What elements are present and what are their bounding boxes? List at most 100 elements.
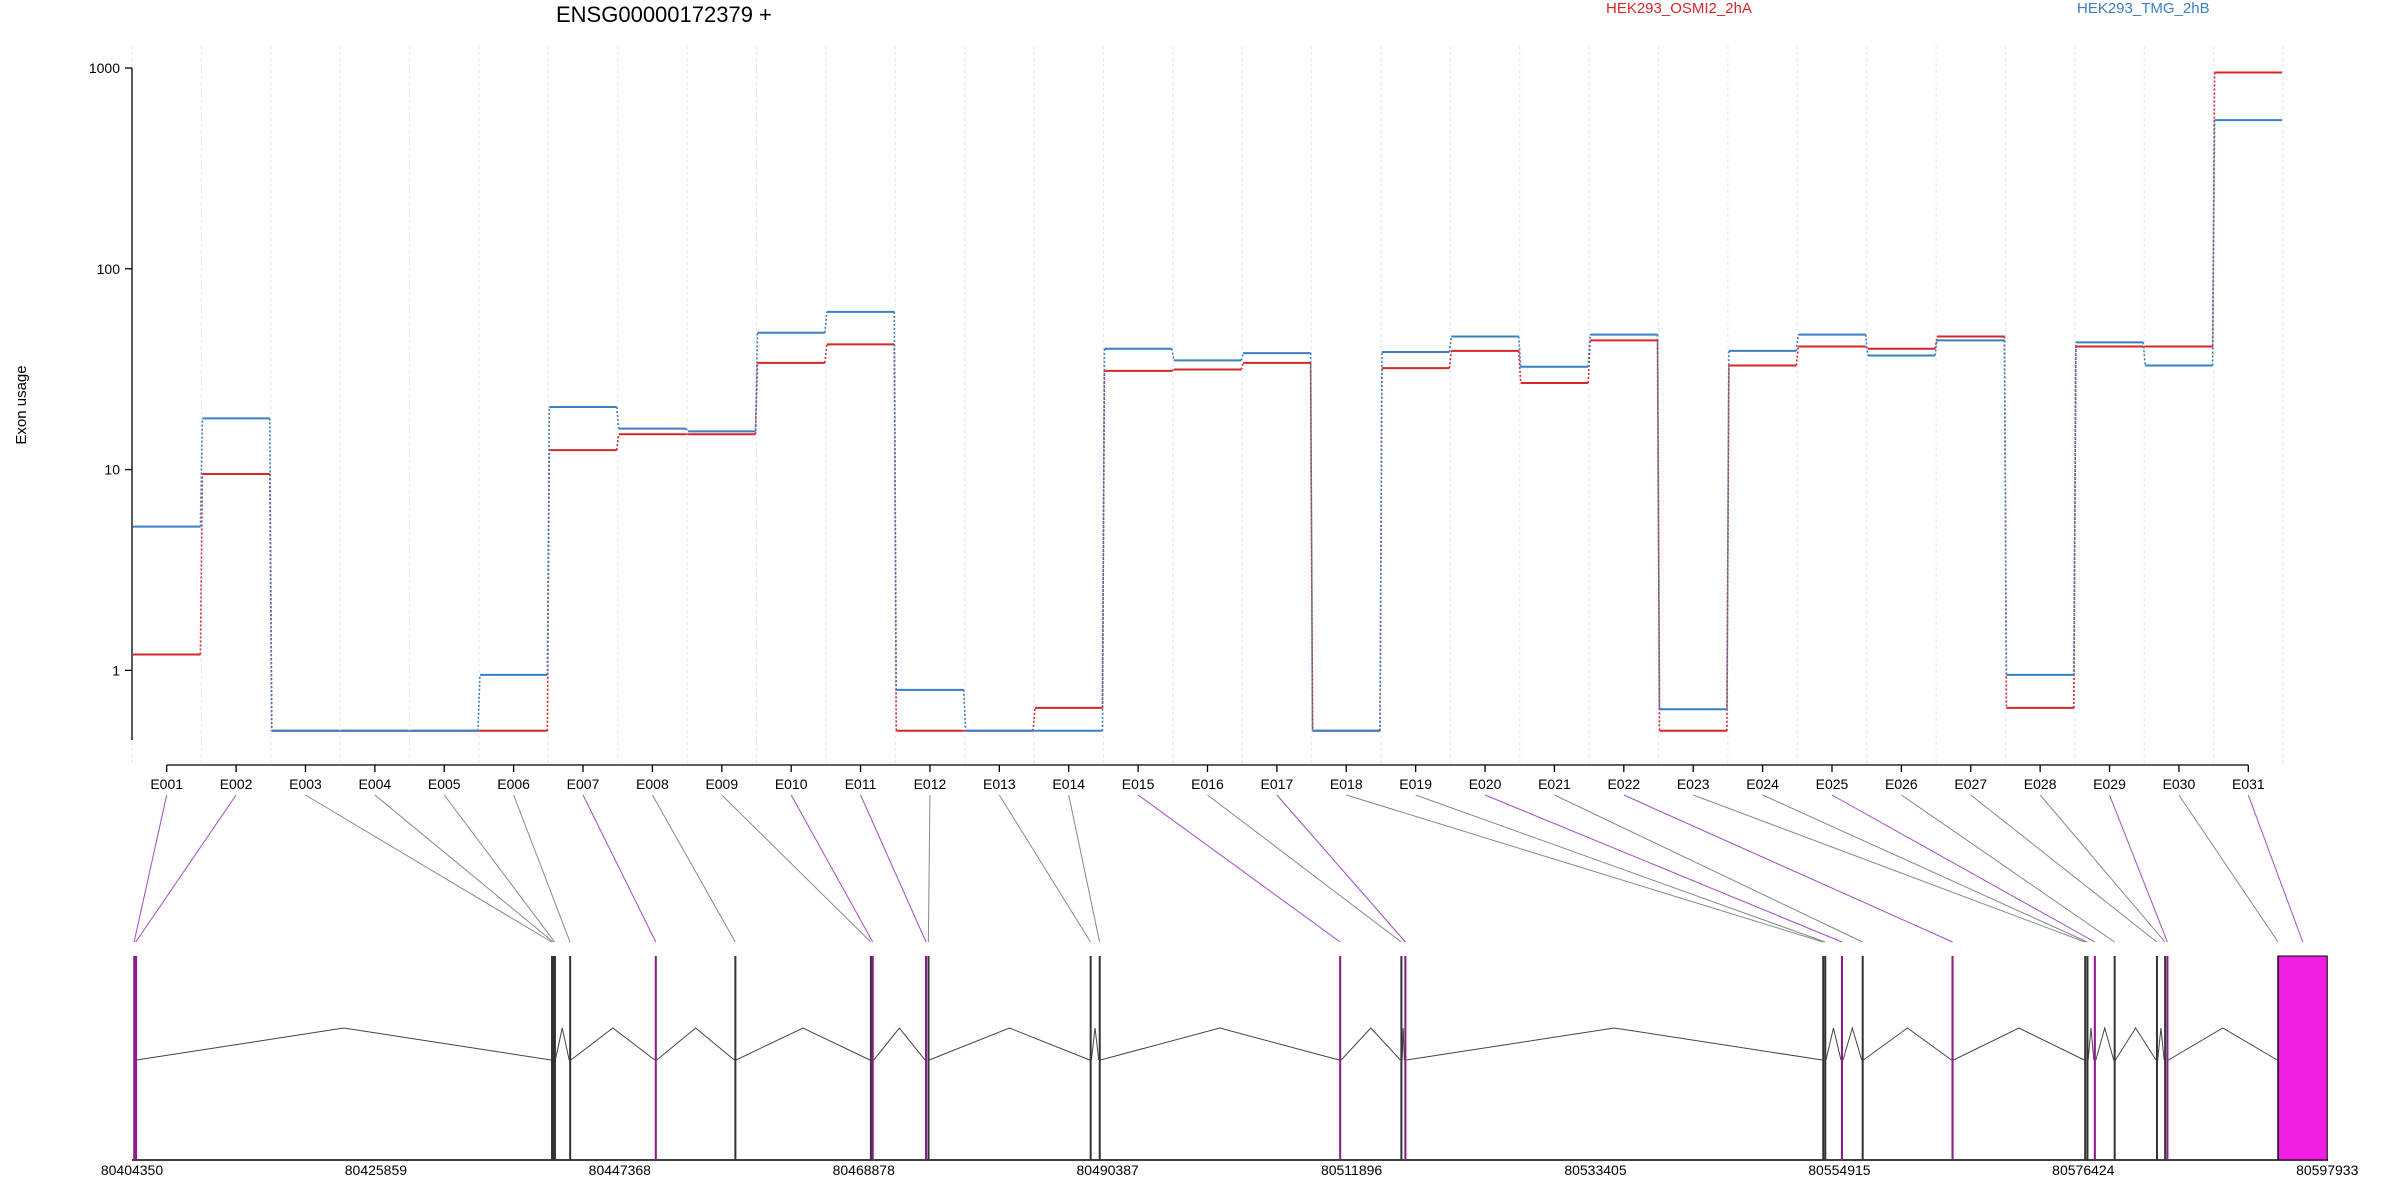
exon-block [1339,956,1342,1160]
x-tick-label: E027 [1954,776,1987,792]
series-connector [477,674,481,731]
series-connector [1379,352,1383,731]
exon-block [2277,955,2328,1161]
intron [2157,1027,2165,1061]
y-tick-label: 1 [112,662,120,678]
intron [2087,1027,2095,1061]
series-connector [1101,370,1106,708]
exon-connector [1762,794,2088,943]
series-connector [1517,350,1522,384]
exon-connector [513,794,571,943]
genome-tick-label: 80533405 [1564,1162,1627,1178]
intron [656,1027,735,1061]
exon-connector [998,794,1091,943]
genome-tick-label: 80511896 [1321,1162,1382,1178]
y-tick-label: 100 [97,261,121,277]
series-connector [754,332,759,432]
exon-connector [790,794,874,943]
x-tick-label: E025 [1816,776,1849,792]
intron [1401,1027,1405,1061]
y-tick-label: 1000 [89,60,120,76]
exon-connector [1137,794,1341,943]
genome-tick-label: 80425859 [345,1162,408,1178]
x-tick-label: E018 [1330,776,1363,792]
series-connector [1864,334,1869,356]
exon-block [2093,956,2096,1160]
series-connector [1726,365,1730,731]
series-connector [2073,342,2077,675]
exon-block [734,956,737,1160]
exon-connector [1276,794,1406,943]
intron [2095,1026,2115,1061]
exon-block [1089,956,1092,1160]
x-tick-label: E026 [1885,776,1918,792]
series-lines [133,71,2282,732]
x-tick-label: E023 [1677,776,1710,792]
exon-block [2113,956,2116,1160]
exon-block [2164,956,2167,1160]
x-tick-label: E020 [1469,776,1502,792]
exon-connector [1415,794,1826,943]
exon-connector [2109,794,2168,943]
x-tick-label: E007 [567,776,600,792]
series-connector [1934,340,1938,356]
x-tick-label: E029 [2093,776,2126,792]
exon-block [1822,956,1825,1160]
intron [873,1027,926,1061]
x-tick-label: E003 [289,776,322,792]
exon-connector [651,794,736,943]
exon-connector [135,794,237,943]
intron [735,1027,871,1061]
x-tick-label: E021 [1538,776,1571,792]
series-connector [1795,346,1800,366]
x-tick-label: E001 [150,776,183,792]
intron [929,1027,1090,1061]
genome-tick-label: 80597933 [2296,1162,2359,1178]
axes: 1 10 100 1000 E001 E002 E003 E004 E005 E006 E007 E0… [89,60,2265,792]
exon-block [133,956,136,1160]
genome-tick-label: 80447368 [589,1162,652,1178]
intron [1863,1027,1952,1061]
x-tick-label: E015 [1122,776,1155,792]
x-tick-label: E030 [2163,776,2196,792]
y-tick-label: 10 [104,462,120,478]
series-connector [893,311,898,690]
exon-block [1824,956,1827,1160]
exon-block [2155,956,2158,1160]
series-connector [615,434,620,451]
series-connector [1656,340,1661,731]
series-connector [1517,336,1522,367]
exon-block [654,956,657,1160]
series-connector [962,689,967,731]
exon-block [551,956,554,1160]
exon-connector [1831,794,2096,943]
series-connector [1448,350,1453,369]
exon-connector [2178,794,2279,943]
intron [554,1027,570,1061]
exon-block [1400,956,1403,1160]
exon-connector [860,794,927,943]
series-connector [824,311,828,333]
exon-block [2086,956,2089,1160]
gridlines [131,46,2284,765]
intron [1340,1027,1401,1061]
exon-block [1404,956,1407,1160]
exon-connector [2247,794,2304,943]
exon-connector [1901,794,2115,943]
genome-tick-label: 80404350 [101,1162,164,1178]
exon-connector [1484,794,1843,943]
legend-entry-osmi2: HEK293_OSMI2_2hA [1606,0,1752,17]
intron [570,1027,656,1061]
x-tick-label: E010 [775,776,808,792]
exon-connector [721,794,872,943]
intron [136,1027,552,1061]
exon-connector [1970,794,2158,943]
exon-connector [443,794,556,943]
exon-block [553,956,556,1160]
series-connector [1448,336,1453,353]
series-connector [1309,362,1314,731]
series-connector [1171,368,1175,372]
x-tick-label: E016 [1191,776,1224,792]
exon-connector [1623,794,1953,943]
intron [2168,1027,2278,1061]
